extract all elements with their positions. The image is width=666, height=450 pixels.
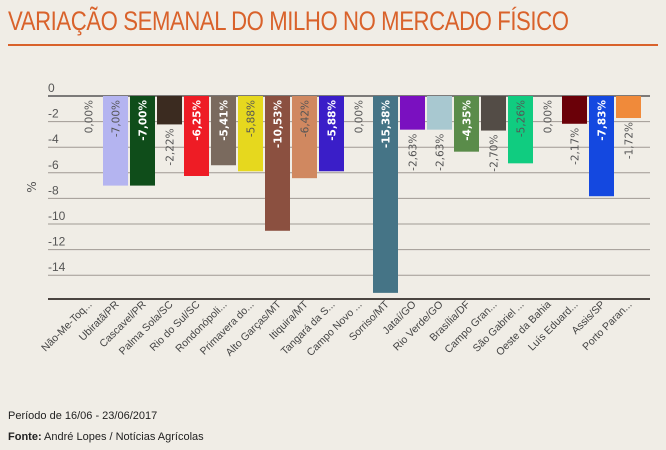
period-text: Período de 16/06 - 23/06/2017 bbox=[8, 410, 158, 422]
data-label: -10,53% bbox=[273, 100, 285, 149]
y-tick-label: -4 bbox=[48, 132, 59, 146]
bar-12 bbox=[400, 96, 425, 130]
y-tick-label: -8 bbox=[48, 183, 59, 197]
data-label: -2,17% bbox=[570, 128, 582, 165]
source-value: André Lopes / Notícias Agrícolas bbox=[41, 431, 204, 443]
data-label: -2,63% bbox=[435, 134, 447, 171]
y-tick-label: -12 bbox=[48, 235, 66, 249]
bar-13 bbox=[427, 96, 452, 130]
data-label: -6,25% bbox=[192, 100, 204, 141]
bar-6 bbox=[238, 96, 263, 172]
title-underline bbox=[8, 44, 658, 46]
data-label: -4,35% bbox=[462, 100, 474, 141]
bar-chart: 0-2-4-6-8-10-12-14%0,00%Não-Me-Toq...-7,… bbox=[25, 81, 650, 359]
y-tick-label: 0 bbox=[48, 81, 55, 95]
data-label: 0,00% bbox=[84, 100, 96, 133]
y-tick-label: -14 bbox=[48, 260, 66, 274]
bar-15 bbox=[481, 96, 506, 131]
bar-18 bbox=[562, 96, 587, 124]
bar-14 bbox=[454, 96, 479, 152]
chart-title: VARIAÇÃO SEMANAL DO MILHO NO MERCADO FÍS… bbox=[8, 6, 569, 36]
source-label: Fonte: bbox=[8, 431, 42, 443]
data-label: 0,00% bbox=[354, 100, 366, 133]
y-tick-label: -10 bbox=[48, 209, 66, 223]
data-label: -7,00% bbox=[138, 100, 150, 141]
bar-8 bbox=[292, 96, 317, 179]
bar-7 bbox=[265, 96, 290, 231]
bar-11 bbox=[373, 96, 398, 293]
data-label: -2,70% bbox=[489, 135, 501, 172]
data-label: 0,00% bbox=[543, 100, 555, 133]
y-axis-label: % bbox=[25, 181, 39, 192]
data-label: -7,00% bbox=[111, 100, 123, 137]
bar-19 bbox=[589, 96, 614, 197]
data-label: -1,72% bbox=[624, 122, 636, 159]
data-label: -5,41% bbox=[219, 100, 231, 141]
data-label: -2,22% bbox=[165, 128, 177, 165]
bar-4 bbox=[184, 96, 209, 176]
data-label: -15,38% bbox=[381, 100, 393, 149]
bar-9 bbox=[319, 96, 344, 172]
data-label: -5,88% bbox=[327, 100, 339, 141]
bar-1 bbox=[103, 96, 128, 186]
data-label: -2,63% bbox=[408, 134, 420, 171]
y-tick-label: -6 bbox=[48, 158, 59, 172]
bar-20 bbox=[616, 96, 641, 119]
data-label: -5,26% bbox=[516, 100, 528, 137]
source-text: Fonte: André Lopes / Notícias Agrícolas bbox=[8, 431, 204, 443]
bar-5 bbox=[211, 96, 236, 166]
data-label: -5,88% bbox=[246, 100, 258, 137]
bar-3 bbox=[157, 96, 182, 125]
data-label: -6,42% bbox=[300, 100, 312, 137]
bar-16 bbox=[508, 96, 533, 164]
bar-2 bbox=[130, 96, 155, 186]
y-tick-label: -2 bbox=[48, 107, 59, 121]
data-label: -7,83% bbox=[597, 100, 609, 141]
